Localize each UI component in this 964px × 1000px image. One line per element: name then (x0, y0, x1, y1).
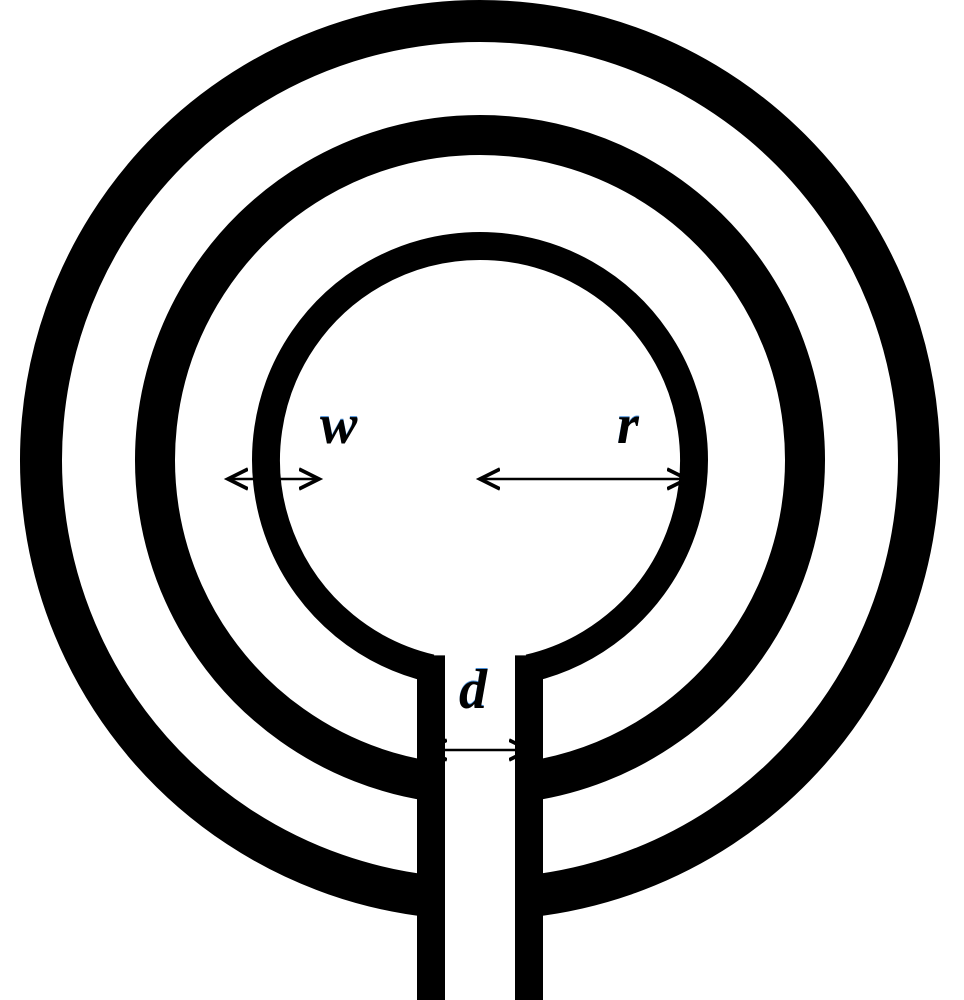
dim-label-w: w (320, 393, 357, 457)
dim-label-r: r (617, 393, 639, 457)
dim-label-d: d (459, 658, 487, 722)
coil-shape (41, 21, 919, 1000)
ring-0 (266, 246, 694, 668)
antenna-diagram (0, 0, 964, 1000)
